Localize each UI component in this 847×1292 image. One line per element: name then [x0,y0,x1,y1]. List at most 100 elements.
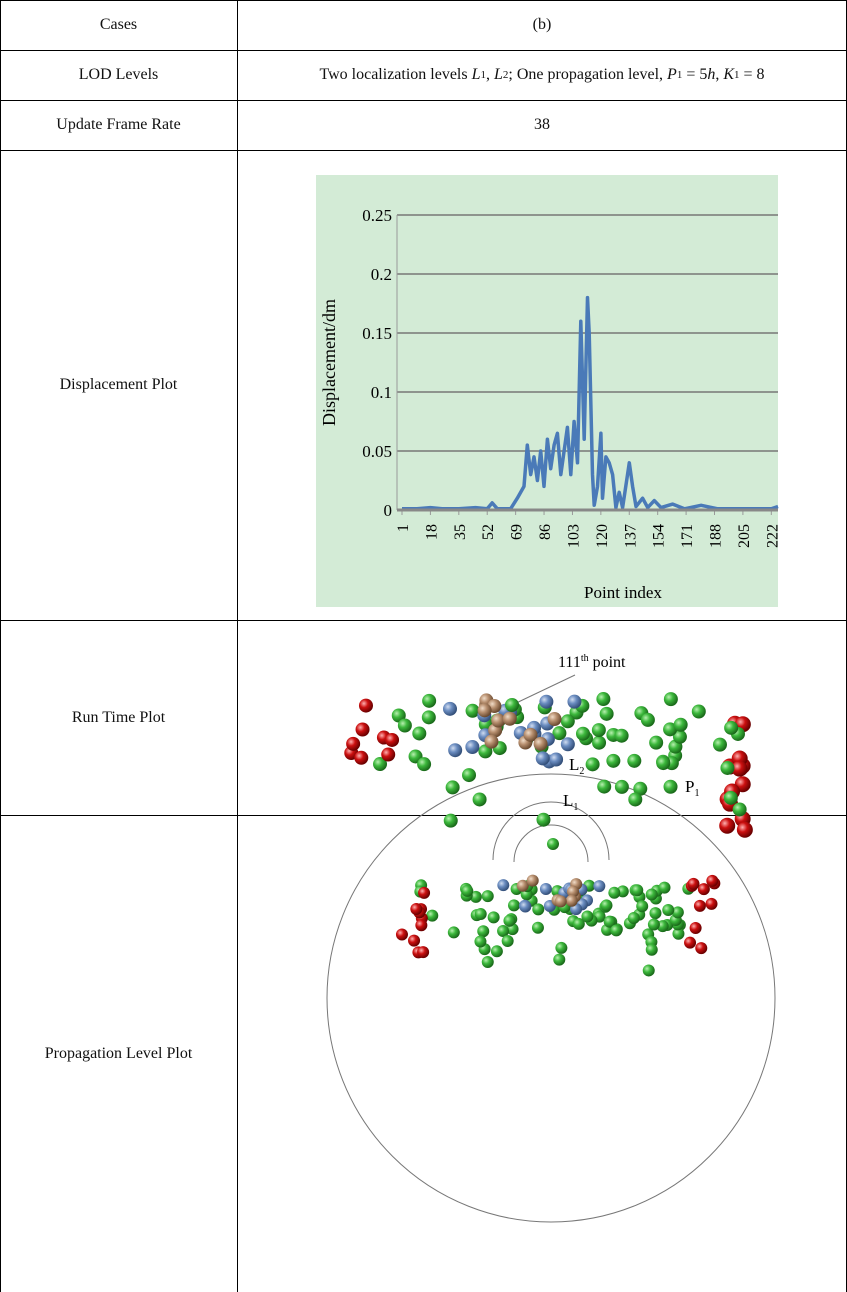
sphere [502,935,514,947]
sphere [706,875,718,887]
annotation-part: th [581,653,589,664]
sphere [706,898,718,910]
sphere [426,910,438,922]
x-tick-label: 69 [509,524,526,540]
y-tick-label: 0.2 [371,265,392,284]
sphere [398,719,412,733]
sphere [581,910,593,922]
x-tick-label: 103 [565,524,582,548]
x-tick-label: 188 [707,524,724,548]
sphere [503,712,517,726]
sphere [482,890,494,902]
x-tick-label: 137 [622,524,639,548]
sphere [448,743,462,757]
sphere [540,883,552,895]
sphere [628,912,640,924]
y-tick-label: 0.15 [362,324,392,343]
sphere [724,791,738,805]
sphere [508,899,520,911]
sphere [359,699,373,713]
x-tick-label: 1 [395,524,412,532]
l2-arc [493,802,609,860]
sphere [615,780,629,794]
sphere [643,964,655,976]
sphere [586,757,600,771]
sphere [692,705,706,719]
sphere [396,928,408,940]
level-letter: L [569,755,579,774]
sphere [567,695,581,709]
x-tick-label: 18 [423,524,440,540]
sphere [356,723,370,737]
x-axis-label: Point index [584,583,662,602]
sphere [592,736,606,750]
sphere [662,904,674,916]
sphere [505,698,519,712]
sphere [646,889,658,901]
sphere [649,736,663,750]
sphere [536,813,550,827]
sphere [664,780,678,794]
sphere [477,925,489,937]
sphere [346,737,360,751]
sphere [555,895,567,907]
sphere [648,919,660,931]
sphere [561,737,575,751]
sphere [733,802,747,816]
sphere [600,899,612,911]
sphere [532,922,544,934]
sphere [475,908,487,920]
sphere [553,954,565,966]
level-sub: 1 [573,802,578,813]
sphere [408,935,420,947]
sphere [418,887,430,899]
y-tick-label: 0.25 [362,206,392,225]
sphere [549,753,563,767]
sphere [527,875,539,887]
sphere [628,792,642,806]
sphere [461,885,473,897]
sphere [422,710,436,724]
sphere [448,926,460,938]
level-label: P1 [685,777,699,799]
sphere [444,814,458,828]
level-letter: L [563,791,573,810]
x-tick-label: 52 [480,524,497,540]
sphere [417,946,429,958]
x-tick-label: 35 [452,524,469,540]
sphere [534,737,548,751]
sphere [566,895,578,907]
sphere [381,748,395,762]
sphere [596,692,610,706]
sphere [576,727,590,741]
sphere [482,956,494,968]
sphere [627,754,641,768]
level-letter: P [685,777,694,796]
sphere [649,907,661,919]
y-tick-label: 0.05 [362,442,392,461]
sphere [488,911,500,923]
sphere [415,919,427,931]
sphere [478,703,492,717]
sphere [547,838,559,850]
sphere [417,757,431,771]
sphere [656,756,670,770]
sphere [719,818,735,834]
sphere [539,695,553,709]
sphere [713,738,727,752]
annotation-part: 111 [558,654,581,671]
sphere [519,900,531,912]
sphere [641,713,655,727]
x-tick-label: 171 [679,524,696,548]
sphere [631,884,643,896]
sphere [694,900,706,912]
sphere [688,878,700,890]
document: Cases (b) LOD Levels Two localization le… [0,0,847,1292]
sphere [462,768,476,782]
sphere [695,942,707,954]
sphere [385,733,399,747]
sphere [592,723,606,737]
sphere [646,944,658,956]
sphere [737,822,753,838]
x-tick-label: 86 [537,524,554,540]
